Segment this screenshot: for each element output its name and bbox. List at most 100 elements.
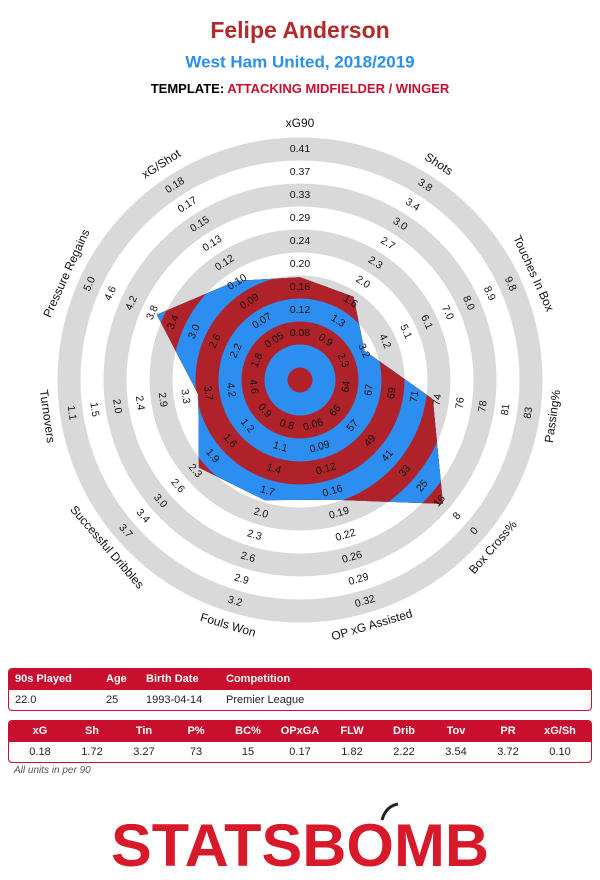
info-header-cell: Competition xyxy=(226,673,291,685)
stats-cell: 3.27 xyxy=(133,746,155,758)
tick-label: 3.2 xyxy=(355,342,372,360)
tick-label: 3.0 xyxy=(186,322,203,340)
tick-label: 2.6 xyxy=(239,549,257,565)
template-label: TEMPLATE: xyxy=(151,81,224,96)
axis-label: Turnovers xyxy=(37,389,58,444)
tick-label: 76 xyxy=(453,396,467,409)
stats-header-cell: xG xyxy=(32,725,48,737)
info-cell: 25 xyxy=(106,694,119,706)
tick-label: 0.24 xyxy=(290,235,311,247)
tick-label: 1.1 xyxy=(65,405,79,421)
stats-header-cell: OPxGA xyxy=(280,725,320,737)
stats-header-cell: P% xyxy=(187,725,205,737)
tick-label: 7.0 xyxy=(439,303,456,321)
tick-label: 9.8 xyxy=(502,275,519,293)
tick-label: 83 xyxy=(522,406,536,419)
logo-fuse xyxy=(380,802,399,821)
axis-label: Passing% xyxy=(542,389,563,444)
tick-label: 0.32 xyxy=(354,593,377,610)
tick-label: 6.1 xyxy=(418,313,435,331)
tick-label: 81 xyxy=(499,403,513,416)
tick-label: 1.7 xyxy=(259,483,277,499)
stats-cell: 0.17 xyxy=(289,746,311,758)
stats-header-cell: Sh xyxy=(84,725,100,737)
logo: STATSBOMB xyxy=(111,802,489,879)
units-note: All units in per 90 xyxy=(14,765,91,776)
tick-label: 0.16 xyxy=(290,281,311,293)
team-season: West Ham United, 2018/2019 xyxy=(185,52,414,71)
tick-label: 69 xyxy=(385,386,399,399)
tick-label: 0.37 xyxy=(290,166,311,178)
tick-label: 0.20 xyxy=(290,258,311,270)
tick-label: 2.2 xyxy=(228,342,245,360)
tick-label: 0.08 xyxy=(290,327,311,339)
tick-label: 3.4 xyxy=(165,313,182,331)
stats-cell: 73 xyxy=(189,746,203,758)
tick-label: 1.8 xyxy=(249,351,266,369)
template: TEMPLATE: ATTACKING MIDFIELDER / WINGER xyxy=(151,81,450,96)
stats-header-cell: BC% xyxy=(235,725,261,737)
info-header: 90s Played Age Birth Date Competition xyxy=(9,669,591,690)
tick-label: 3.3 xyxy=(178,388,192,404)
tick-label: 5.1 xyxy=(397,323,414,341)
tick-label: 67 xyxy=(362,383,376,396)
chart: Felipe Anderson West Ham United, 2018/20… xyxy=(37,17,564,643)
stats-header-cell: xG/Sh xyxy=(544,725,576,737)
tick-label: 64 xyxy=(340,380,354,393)
stats-cell: 2.22 xyxy=(393,746,415,758)
stats-header-cell: Tin xyxy=(135,725,153,737)
player-name: Felipe Anderson xyxy=(210,17,389,43)
axis-label: xG90 xyxy=(286,116,315,130)
template-name: ATTACKING MIDFIELDER / WINGER xyxy=(227,81,450,96)
info-header-cell: Age xyxy=(106,673,127,685)
tick-label: 4.6 xyxy=(102,284,119,302)
stats-cell: 15 xyxy=(241,746,255,758)
tick-label: 2.4 xyxy=(133,395,147,411)
tick-label: 5.0 xyxy=(81,275,98,293)
stats-cell: 3.54 xyxy=(445,746,467,758)
player-band xyxy=(287,367,313,393)
tick-label: 0.09 xyxy=(308,438,331,455)
stats-header-cell: FLW xyxy=(340,725,364,737)
tick-label: 4.6 xyxy=(247,379,261,395)
info-table: 90s Played Age Birth Date Competition 22.0 2… xyxy=(8,668,592,711)
tick-label: 2.9 xyxy=(156,392,170,408)
tick-label: 2.6 xyxy=(207,332,224,350)
tick-label: 78 xyxy=(476,400,490,413)
tick-label: 71 xyxy=(408,390,422,403)
tick-label: 2.0 xyxy=(110,398,124,414)
tick-label: 0.22 xyxy=(334,527,357,544)
tick-label: 0.12 xyxy=(290,304,311,316)
tick-label: 8.0 xyxy=(460,294,477,312)
tick-label: 1.5 xyxy=(87,401,101,417)
tick-label: 0.16 xyxy=(321,482,344,499)
tick-label: 74 xyxy=(431,393,445,406)
info-row: 22.0 25 1993-04-14 Premier League xyxy=(9,690,591,710)
info-cell: Premier League xyxy=(226,694,305,706)
tick-label: 0.8 xyxy=(278,417,296,433)
tick-label: 4.2 xyxy=(224,382,238,398)
tick-label: 3.7 xyxy=(201,385,215,401)
tick-label: 2.0 xyxy=(252,505,270,521)
tick-label: 1.4 xyxy=(265,461,283,477)
tick-label: 0.29 xyxy=(290,212,311,224)
tick-label: 1.1 xyxy=(272,439,290,455)
tick-label: 0.19 xyxy=(328,504,351,521)
tick-label: 4.2 xyxy=(376,332,393,350)
stats-cell: 0.10 xyxy=(549,746,571,758)
stats-header-cell: Tov xyxy=(446,725,466,737)
tick-label: 3.2 xyxy=(226,594,244,610)
tick-label: 2.3 xyxy=(334,351,351,369)
tick-label: 3.8 xyxy=(144,303,161,321)
stats-cell: 1.82 xyxy=(341,746,363,758)
stats-table: xG Sh Tin P% BC% OPxGA FLW Drib Tov PR xG/Sh 0.18 1… xyxy=(8,720,592,763)
tick-label: 0.12 xyxy=(315,460,338,477)
info-cell: 22.0 xyxy=(15,694,37,706)
tick-label: 0.41 xyxy=(290,143,311,155)
logo-text: STATSBOMB xyxy=(111,812,489,879)
info-cell: 1993-04-14 xyxy=(146,694,203,706)
tick-label: 0.33 xyxy=(290,189,311,201)
stats-row: 0.18 1.72 3.27 73 15 0.17 1.82 2.22 3.54 3.72 0.10 xyxy=(9,742,591,762)
info-header-cell: 90s Played xyxy=(15,673,72,685)
